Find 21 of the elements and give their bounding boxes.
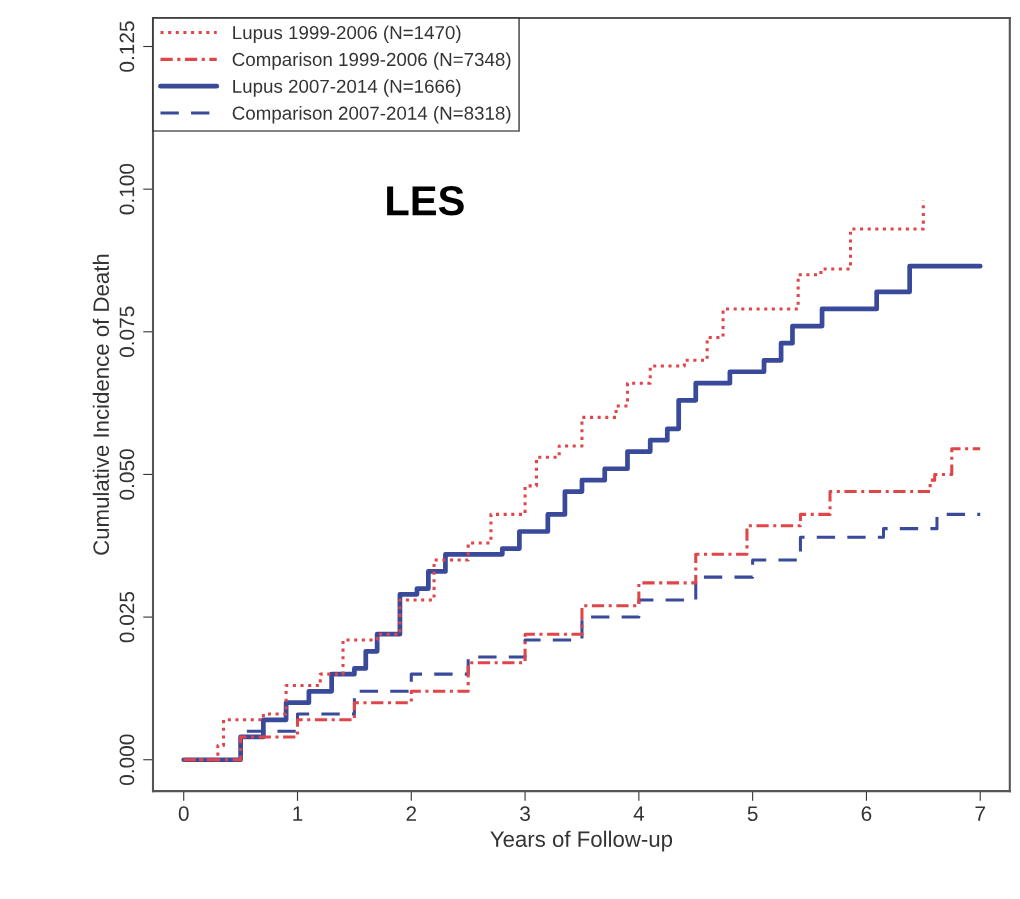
x-tick-label: 5 <box>747 806 758 822</box>
legend-label: Comparison 1999-2006 (N=7348) <box>232 52 511 70</box>
y-tick-label: 0.075 <box>119 306 135 358</box>
legend-label: Lupus 1999-2006 (N=1470) <box>233 25 461 43</box>
x-tick-label: 1 <box>293 806 303 821</box>
y-tick-label: 0.025 <box>119 591 135 643</box>
legend-label: Comparison 2007-2014 (N=8318) <box>232 106 511 124</box>
x-tick-label: 7 <box>975 806 985 821</box>
x-tick-label: 6 <box>861 806 872 822</box>
x-tick-label: 3 <box>520 806 530 822</box>
legend-label: Lupus 2007-2014 (N=1666) <box>233 79 461 97</box>
y-axis-title: Cumulative Incidence of Death <box>92 254 110 555</box>
x-tick-label: 2 <box>406 806 417 821</box>
x-axis-title: Years of Follow-up <box>490 830 673 852</box>
y-tick-label: 0.100 <box>119 163 135 215</box>
y-tick-label: 0.050 <box>119 449 135 500</box>
x-tick-label: 4 <box>633 806 645 821</box>
y-tick-label: 0.000 <box>119 734 135 785</box>
annotation: LES <box>387 186 464 216</box>
y-tick-label: 0.125 <box>119 21 135 72</box>
x-tick-label: 0 <box>178 806 189 822</box>
